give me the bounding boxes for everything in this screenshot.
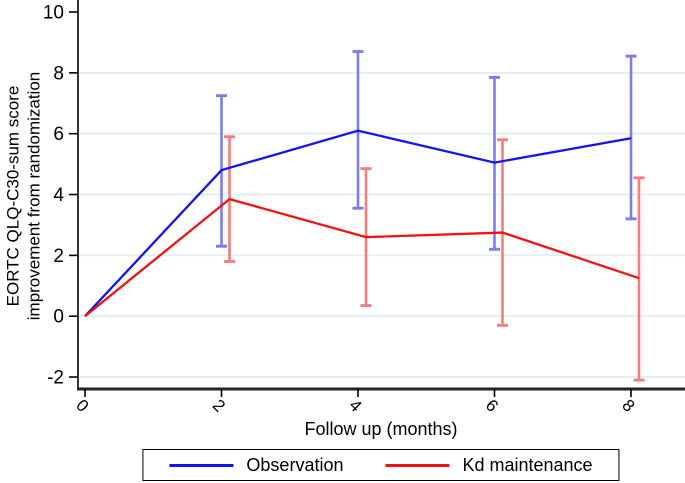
legend: Observation Kd maintenance <box>142 449 620 481</box>
x-axis-title: Follow up (months) <box>304 419 458 439</box>
kd-maintenance-line-swatch <box>385 463 450 467</box>
svg-text:0: 0 <box>72 396 92 416</box>
svg-text:2: 2 <box>53 246 64 267</box>
svg-text:6: 6 <box>53 124 64 145</box>
legend-item-observation: Observation <box>169 455 343 476</box>
svg-text:10: 10 <box>43 3 64 24</box>
legend-item-kd-maintenance: Kd maintenance <box>385 454 593 476</box>
observation-line-swatch <box>169 463 234 467</box>
svg-text:4: 4 <box>345 396 365 416</box>
legend-label-kd-maintenance: Kd maintenance <box>462 454 593 475</box>
svg-text:0: 0 <box>53 307 64 328</box>
svg-text:8: 8 <box>53 63 64 84</box>
svg-text:-2: -2 <box>47 368 64 389</box>
svg-text:2: 2 <box>209 396 229 416</box>
plot-area: -2 0 2 4 6 8 10 0 2 4 6 8 <box>43 0 685 416</box>
svg-text:4: 4 <box>53 185 64 206</box>
legend-label-observation: Observation <box>246 454 344 475</box>
svg-text:6: 6 <box>482 396 502 416</box>
svg-text:8: 8 <box>618 396 638 416</box>
